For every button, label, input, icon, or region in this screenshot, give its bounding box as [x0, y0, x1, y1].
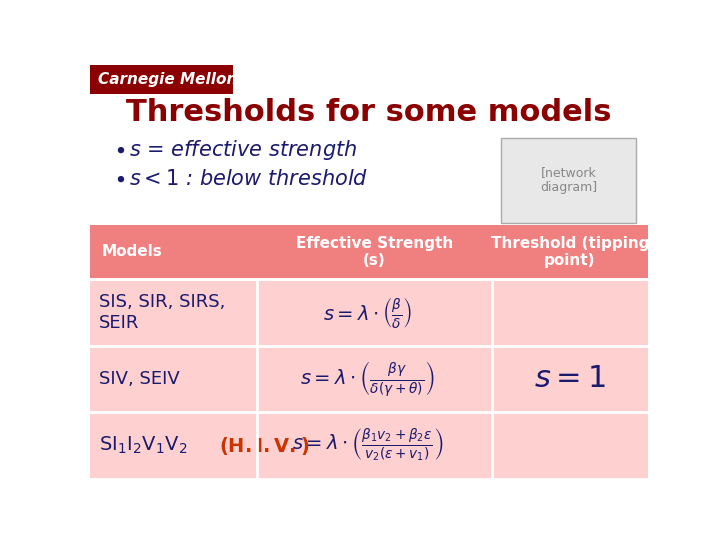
- Text: $s = 1$: $s = 1$: [534, 364, 606, 394]
- Text: SIV, SEIV: SIV, SEIV: [99, 370, 180, 388]
- Text: [network
diagram]: [network diagram]: [540, 166, 597, 194]
- Text: $\mathbf{(H.I.V.)}$: $\mathbf{(H.I.V.)}$: [220, 435, 310, 457]
- Text: $s < 1$ : below threshold: $s < 1$ : below threshold: [129, 169, 368, 189]
- Text: Effective Strength
(s): Effective Strength (s): [296, 235, 453, 268]
- Bar: [90, 346, 648, 413]
- Bar: [90, 65, 233, 94]
- Text: Threshold (tipping
point): Threshold (tipping point): [490, 235, 649, 268]
- Text: Models: Models: [102, 245, 163, 259]
- Text: SIS, SIR, SIRS,
SEIR: SIS, SIR, SIRS, SEIR: [99, 293, 225, 332]
- Text: $\bullet$: $\bullet$: [113, 139, 125, 159]
- Bar: [500, 138, 636, 222]
- Text: $\bullet$: $\bullet$: [113, 169, 125, 189]
- Bar: [90, 279, 648, 346]
- Text: $\mathrm{SI_1I_2V_1V_2}$: $\mathrm{SI_1I_2V_1V_2}$: [99, 435, 188, 456]
- Text: $s = \lambda \cdot \left(\frac{\beta_1 v_2 + \beta_2\varepsilon}{v_2(\varepsilon: $s = \lambda \cdot \left(\frac{\beta_1 v…: [292, 427, 444, 464]
- Text: Thresholds for some models: Thresholds for some models: [126, 98, 612, 127]
- Text: Carnegie Mellon: Carnegie Mellon: [98, 72, 237, 87]
- Text: $s = \lambda \cdot \left(\frac{\beta\gamma}{\delta(\gamma+\theta)}\right)$: $s = \lambda \cdot \left(\frac{\beta\gam…: [300, 359, 435, 399]
- Text: $s$ = effective strength: $s$ = effective strength: [129, 138, 357, 161]
- Bar: [90, 413, 648, 479]
- Text: $s = \lambda \cdot \left(\frac{\beta}{\delta}\right)$: $s = \lambda \cdot \left(\frac{\beta}{\d…: [323, 295, 413, 330]
- Bar: [90, 225, 648, 279]
